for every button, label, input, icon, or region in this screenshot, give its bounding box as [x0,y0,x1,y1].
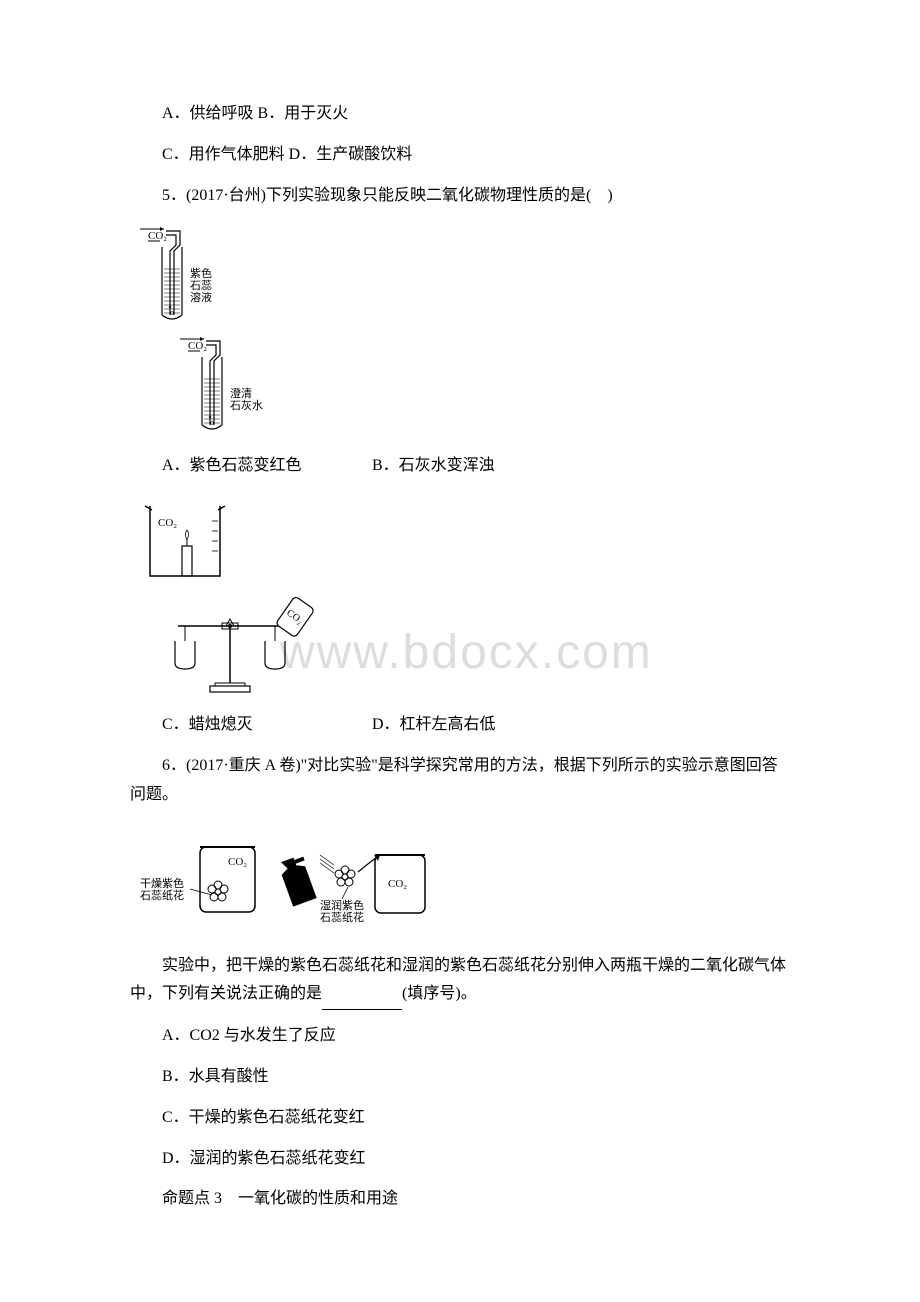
limewater-label-1: 澄清 [230,386,252,400]
q4-option-cd: C．用作气体肥料 D．生产碳酸饮料 [130,141,790,170]
q6-option-c: C．干燥的紫色石蕊纸花变红 [130,1104,790,1133]
q5-option-d: D．杠杆左高右低 [372,711,582,740]
q6-blank [322,980,402,1010]
q6-text-after-blank: (填序号)。 [402,985,477,1002]
q5-diagram-3-4: CO₂ [130,491,790,701]
dry-flower-label-1: 干燥紫色 [140,876,184,890]
q4-option-ab: A．供给呼吸 B．用于灭火 [130,100,790,129]
co2-label-1: CO₂ [148,230,167,242]
q6-text-2: 实验中，把干燥的紫色石蕊纸花和湿润的紫色石蕊纸花分别伸入两瓶干燥的二氧化碳气体中… [130,952,790,1011]
q6-text-1: 6．(2017·重庆 A 卷)"对比实验"是科学探究常用的方法，根据下列所示的实… [130,752,790,810]
q5-diagram-1-2: CO₂ [130,222,790,442]
q6-diagram: 干燥紫色 石蕊纸花 CO₂ [130,822,790,942]
topic-3-heading: 命题点 3 一氧化碳的性质和用途 [130,1185,790,1214]
co2-label-2: CO₂ [188,340,207,352]
q6-option-b: B．水具有酸性 [130,1063,790,1092]
q5-option-c: C．蜡烛熄灭 [162,711,372,740]
q6-option-a: A．CO2 与水发生了反应 [130,1022,790,1051]
limewater-label-2: 石灰水 [230,398,263,412]
litmus-label-2: 石蕊 [190,279,212,292]
wet-flower-label-2: 石蕊纸花 [320,911,364,924]
q5-option-b: B．石灰水变浑浊 [372,452,582,481]
litmus-label-3: 溶液 [190,290,212,304]
q5-text: 5．(2017·台州)下列实验现象只能反映二氧化碳物理性质的是( ) [130,182,790,211]
q5-option-a: A．紫色石蕊变红色 [162,452,372,481]
q6-option-d: D．湿润的紫色石蕊纸花变红 [130,1145,790,1174]
dry-flower-label-2: 石蕊纸花 [140,889,184,902]
litmus-label-1: 紫色 [190,266,212,280]
wet-flower-label-1: 湿润紫色 [320,898,364,912]
co2-label-3: CO₂ [158,517,177,529]
co2-label-bottle-2: CO₂ [388,878,407,890]
co2-label-bottle-1: CO₂ [228,856,247,868]
